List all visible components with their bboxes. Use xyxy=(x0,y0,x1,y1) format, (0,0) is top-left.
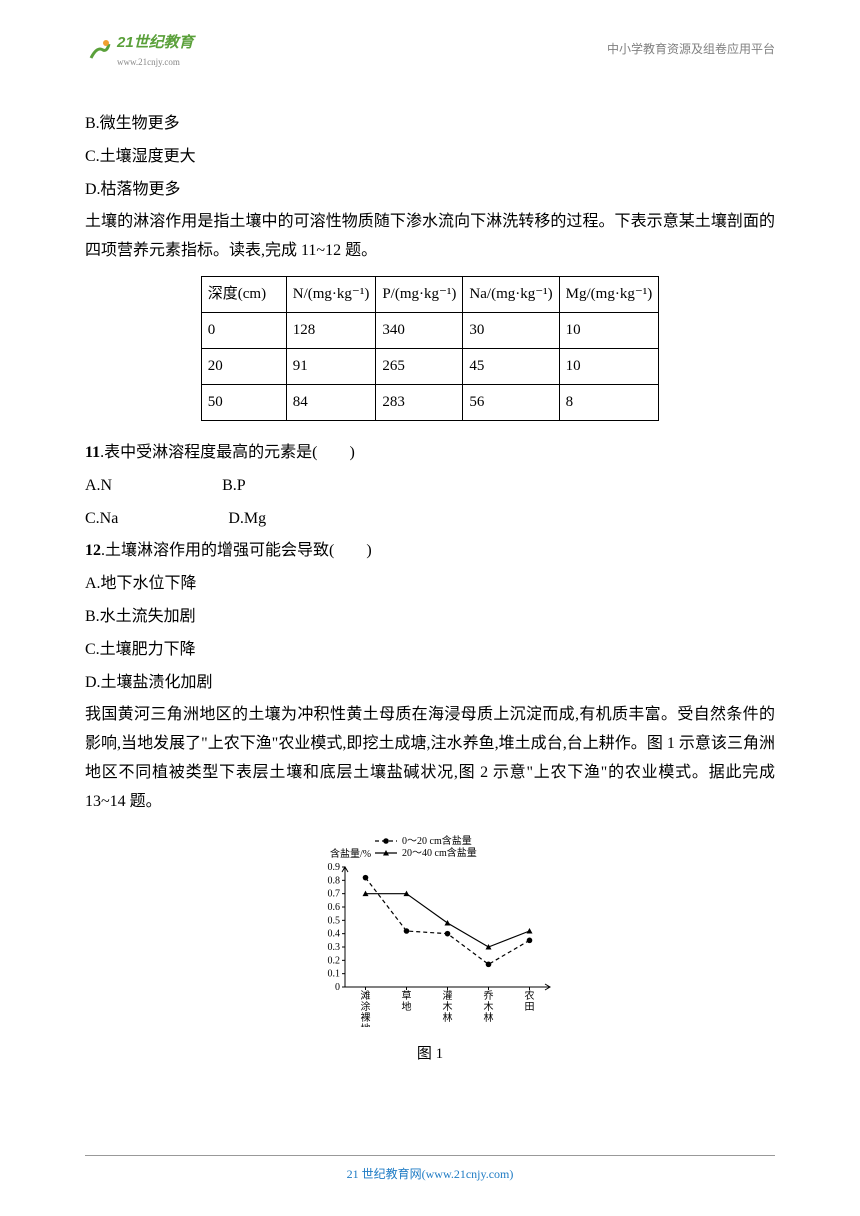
svg-text:0.2: 0.2 xyxy=(328,955,341,966)
svg-text:滩: 滩 xyxy=(361,989,371,1002)
cell: 0 xyxy=(201,312,286,348)
table-row: 50 84 283 56 8 xyxy=(201,384,658,420)
svg-text:0.8: 0.8 xyxy=(328,875,341,886)
cell: 56 xyxy=(463,384,559,420)
q12-num: 12 xyxy=(85,542,101,559)
svg-text:田: 田 xyxy=(525,1002,535,1013)
th-depth: 深度(cm) xyxy=(201,276,286,312)
footer-divider xyxy=(85,1155,775,1156)
logo-name: 21世纪教育 xyxy=(117,29,194,56)
svg-text:0.3: 0.3 xyxy=(328,942,341,953)
option-d: D.枯落物更多 xyxy=(85,176,775,205)
page-header: 21世纪教育 www.21cnjy.com 中小学教育资源及组卷应用平台 xyxy=(85,30,775,70)
svg-text:裸: 裸 xyxy=(361,1011,371,1024)
th-mg: Mg/(mg·kg⁻¹) xyxy=(559,276,659,312)
q11-opt-b: B.P xyxy=(222,472,246,501)
logo-text: 21世纪教育 www.21cnjy.com xyxy=(117,29,194,70)
cell: 45 xyxy=(463,348,559,384)
th-p: P/(mg·kg⁻¹) xyxy=(376,276,463,312)
page-footer: 21 世纪教育网(www.21cnjy.com) xyxy=(0,1155,860,1186)
nutrient-table: 深度(cm) N/(mg·kg⁻¹) P/(mg·kg⁻¹) Na/(mg·kg… xyxy=(201,276,659,421)
option-c: C.土壤湿度更大 xyxy=(85,143,775,172)
table-header-row: 深度(cm) N/(mg·kg⁻¹) P/(mg·kg⁻¹) Na/(mg·kg… xyxy=(201,276,658,312)
svg-text:0.5: 0.5 xyxy=(328,915,341,926)
logo: 21世纪教育 www.21cnjy.com xyxy=(85,29,194,70)
cell: 128 xyxy=(286,312,376,348)
option-b: B.微生物更多 xyxy=(85,110,775,139)
q12-opt-b: B.水土流失加剧 xyxy=(85,603,775,632)
logo-url: www.21cnjy.com xyxy=(117,54,194,70)
svg-text:0.6: 0.6 xyxy=(328,902,341,913)
cell: 91 xyxy=(286,348,376,384)
svg-text:农: 农 xyxy=(525,989,535,1002)
q11-options-row2: C.Na D.Mg xyxy=(85,505,775,534)
question-12: 12.土壤淋溶作用的增强可能会导致( ) xyxy=(85,537,775,566)
intro-paragraph-1: 土壤的淋溶作用是指土壤中的可溶性物质随下渗水流向下淋洗转移的过程。下表示意某土壤… xyxy=(85,208,775,266)
q11-opt-a: A.N xyxy=(85,472,112,501)
cell: 50 xyxy=(201,384,286,420)
svg-text:乔: 乔 xyxy=(484,990,494,1002)
cell: 8 xyxy=(559,384,659,420)
salinity-chart: 含盐量/%00.10.20.30.40.50.60.70.80.9滩涂裸地草地灌… xyxy=(300,827,560,1027)
svg-text:20～40 cm含盐量: 20～40 cm含盐量 xyxy=(402,846,477,859)
cell: 20 xyxy=(201,348,286,384)
svg-text:涂: 涂 xyxy=(361,1000,371,1013)
q11-num: 11 xyxy=(85,444,100,461)
svg-text:草: 草 xyxy=(402,990,412,1002)
footer-text: 21 世纪教育网(www.21cnjy.com) xyxy=(347,1167,514,1181)
q12-opt-d: D.土壤盐渍化加剧 xyxy=(85,669,775,698)
cell: 340 xyxy=(376,312,463,348)
q11-options-row1: A.N B.P xyxy=(85,472,775,501)
cell: 283 xyxy=(376,384,463,420)
q11-opt-d: D.Mg xyxy=(228,505,266,534)
svg-text:0.7: 0.7 xyxy=(328,888,341,899)
svg-text:0.1: 0.1 xyxy=(328,968,341,979)
header-platform-text: 中小学教育资源及组卷应用平台 xyxy=(607,39,775,61)
svg-text:灌: 灌 xyxy=(443,990,453,1002)
q12-text: .土壤淋溶作用的增强可能会导致( ) xyxy=(101,542,372,559)
logo-runner-icon xyxy=(85,36,113,64)
svg-text:地: 地 xyxy=(402,1000,412,1013)
cell: 265 xyxy=(376,348,463,384)
question-11: 11.表中受淋溶程度最高的元素是( ) xyxy=(85,439,775,468)
cell: 10 xyxy=(559,312,659,348)
q12-opt-a: A.地下水位下降 xyxy=(85,570,775,599)
svg-text:0～20 cm含盐量: 0～20 cm含盐量 xyxy=(402,834,472,847)
th-n: N/(mg·kg⁻¹) xyxy=(286,276,376,312)
svg-text:木: 木 xyxy=(484,1001,494,1013)
svg-text:林: 林 xyxy=(484,1011,494,1024)
svg-text:木: 木 xyxy=(443,1001,453,1013)
svg-text:0: 0 xyxy=(335,982,340,993)
cell: 30 xyxy=(463,312,559,348)
q11-opt-c: C.Na xyxy=(85,505,118,534)
cell: 10 xyxy=(559,348,659,384)
cell: 84 xyxy=(286,384,376,420)
chart-container: 含盐量/%00.10.20.30.40.50.60.70.80.9滩涂裸地草地灌… xyxy=(85,827,775,1069)
chart-caption: 图 1 xyxy=(85,1041,775,1068)
content-body: B.微生物更多 C.土壤湿度更大 D.枯落物更多 土壤的淋溶作用是指土壤中的可溶… xyxy=(85,110,775,1068)
svg-text:含盐量/%: 含盐量/% xyxy=(330,847,371,860)
table-row: 0 128 340 30 10 xyxy=(201,312,658,348)
svg-text:0.9: 0.9 xyxy=(328,862,341,873)
intro-paragraph-2: 我国黄河三角洲地区的土壤为冲积性黄土母质在海浸母质上沉淀而成,有机质丰富。受自然… xyxy=(85,701,775,816)
svg-text:林: 林 xyxy=(443,1011,453,1024)
table-row: 20 91 265 45 10 xyxy=(201,348,658,384)
th-na: Na/(mg·kg⁻¹) xyxy=(463,276,559,312)
q12-opt-c: C.土壤肥力下降 xyxy=(85,636,775,665)
svg-text:0.4: 0.4 xyxy=(328,928,341,939)
q11-text: .表中受淋溶程度最高的元素是( ) xyxy=(100,444,355,461)
